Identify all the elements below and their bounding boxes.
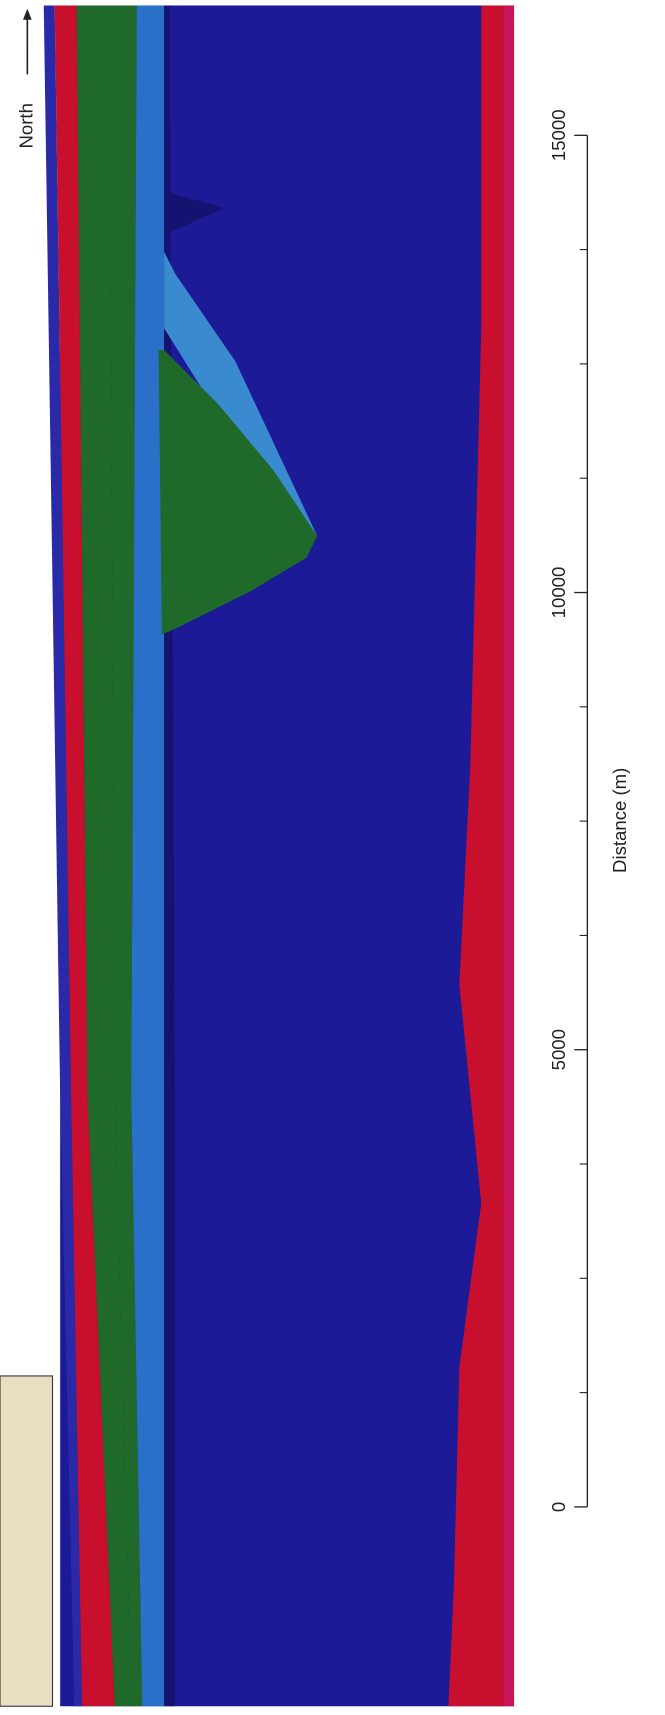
section-figure: North Distance (m) 0 5000 10000 15000 — [0, 0, 665, 1715]
magenta-layer — [503, 5, 514, 1706]
legend-box — [0, 1376, 53, 1706]
tick-label: 0 — [548, 1502, 569, 1512]
figure-body: North Distance (m) 0 5000 10000 15000 — [0, 5, 630, 1706]
tick-label: 10000 — [548, 567, 569, 619]
north-arrowhead — [23, 9, 32, 20]
north-label: North — [15, 103, 36, 148]
axis-title: Distance (m) — [609, 768, 630, 873]
tick-label: 5000 — [548, 1029, 569, 1070]
tick-label: 15000 — [548, 109, 569, 161]
